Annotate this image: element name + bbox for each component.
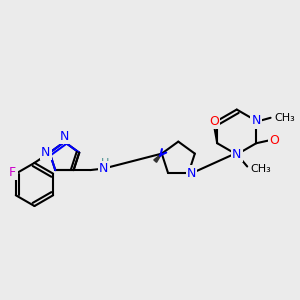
Text: CH₃: CH₃ <box>250 164 271 174</box>
Text: N: N <box>251 114 261 127</box>
Text: N: N <box>99 162 108 175</box>
Text: N: N <box>187 167 196 179</box>
Text: CH₃: CH₃ <box>274 113 295 123</box>
Text: N: N <box>60 130 69 143</box>
Text: O: O <box>209 115 219 128</box>
Text: O: O <box>269 134 279 147</box>
Polygon shape <box>154 154 162 162</box>
Text: N: N <box>232 148 242 161</box>
Text: N: N <box>41 146 50 159</box>
Text: H: H <box>101 158 109 168</box>
Text: F: F <box>9 166 16 179</box>
